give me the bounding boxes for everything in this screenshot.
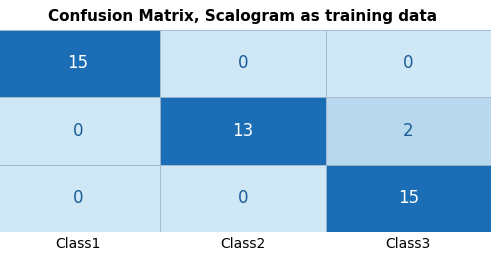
Text: 0: 0 [72,122,83,140]
Bar [160,165,326,232]
Bar [160,30,326,97]
Bar [0,30,160,97]
Text: 13: 13 [233,122,253,140]
Text: 0: 0 [238,55,248,72]
Text: 0: 0 [403,55,414,72]
Bar [326,97,491,165]
Bar [160,97,326,165]
Text: 15: 15 [398,190,419,207]
Text: 2: 2 [403,122,414,140]
Text: 0: 0 [238,190,248,207]
Bar [326,30,491,97]
Title: Confusion Matrix, Scalogram as training data: Confusion Matrix, Scalogram as training … [49,9,437,24]
Bar [0,97,160,165]
Text: 0: 0 [72,190,83,207]
Bar [326,165,491,232]
Bar [0,165,160,232]
Text: 15: 15 [67,55,88,72]
